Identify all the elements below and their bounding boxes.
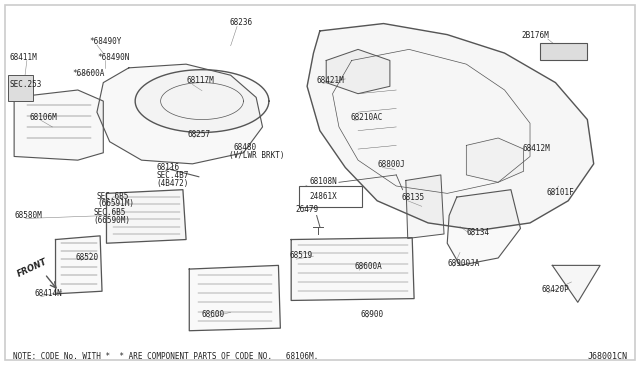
Text: FRONT: FRONT bbox=[15, 257, 48, 279]
Text: 68900JA: 68900JA bbox=[447, 259, 479, 268]
Text: NOTE: CODE No. WITH *  * ARE COMPONENT PARTS OF CODE NO.   68106M.: NOTE: CODE No. WITH * * ARE COMPONENT PA… bbox=[13, 352, 318, 361]
Polygon shape bbox=[406, 175, 444, 238]
Polygon shape bbox=[106, 190, 186, 243]
Text: SEC.253: SEC.253 bbox=[9, 80, 42, 89]
Bar bbox=[300, 186, 362, 207]
Bar bbox=[8, 75, 33, 101]
Text: 68580M: 68580M bbox=[14, 211, 42, 220]
Polygon shape bbox=[135, 70, 269, 132]
Text: *68490N: *68490N bbox=[97, 54, 129, 62]
Text: 68108N: 68108N bbox=[310, 177, 337, 186]
Text: 68117M: 68117M bbox=[186, 76, 214, 85]
Text: (66590M): (66590M) bbox=[93, 216, 131, 225]
Bar bbox=[540, 43, 588, 61]
Text: 68414N: 68414N bbox=[35, 289, 62, 298]
Text: 68519: 68519 bbox=[289, 251, 312, 260]
Text: 68800J: 68800J bbox=[377, 160, 405, 169]
Text: 68600: 68600 bbox=[202, 310, 225, 319]
Polygon shape bbox=[467, 138, 524, 182]
Text: 68134: 68134 bbox=[467, 228, 490, 237]
Text: 26479: 26479 bbox=[296, 205, 319, 214]
Text: 68210AC: 68210AC bbox=[351, 113, 383, 122]
Text: 68236: 68236 bbox=[229, 18, 253, 27]
Text: 24861X: 24861X bbox=[310, 192, 337, 201]
Text: SEC.4B7: SEC.4B7 bbox=[157, 171, 189, 180]
Text: 68257: 68257 bbox=[188, 129, 211, 138]
Text: (4B472): (4B472) bbox=[157, 179, 189, 188]
Text: (V/LWR BRKT): (V/LWR BRKT) bbox=[229, 151, 285, 160]
Text: 68900: 68900 bbox=[360, 310, 384, 319]
Text: 68116: 68116 bbox=[157, 163, 180, 172]
Polygon shape bbox=[291, 238, 414, 301]
Polygon shape bbox=[552, 265, 600, 302]
Text: SEC.6B5: SEC.6B5 bbox=[93, 208, 126, 217]
Text: *68600A: *68600A bbox=[73, 69, 105, 78]
Polygon shape bbox=[189, 265, 280, 331]
Text: 68600A: 68600A bbox=[354, 262, 382, 272]
Text: 68412M: 68412M bbox=[522, 144, 550, 153]
Text: 68106M: 68106M bbox=[29, 113, 57, 122]
Text: 68421M: 68421M bbox=[316, 76, 344, 84]
Text: 68135: 68135 bbox=[401, 193, 424, 202]
Text: *68490Y: *68490Y bbox=[90, 37, 122, 46]
Polygon shape bbox=[447, 190, 520, 265]
Text: 68520: 68520 bbox=[76, 253, 99, 262]
Text: J68001CN: J68001CN bbox=[588, 352, 627, 361]
Text: SEC.6B5: SEC.6B5 bbox=[97, 192, 129, 201]
Text: 68480: 68480 bbox=[234, 143, 257, 152]
Polygon shape bbox=[307, 23, 594, 230]
Text: 2B176M: 2B176M bbox=[521, 31, 549, 40]
Text: (66591M): (66591M) bbox=[97, 199, 134, 208]
Polygon shape bbox=[14, 90, 103, 160]
Polygon shape bbox=[56, 236, 102, 294]
Polygon shape bbox=[326, 49, 390, 94]
Text: 68420P: 68420P bbox=[541, 285, 569, 294]
Polygon shape bbox=[97, 64, 262, 164]
Text: 68411M: 68411M bbox=[9, 53, 36, 62]
Text: 68101F: 68101F bbox=[547, 188, 574, 197]
